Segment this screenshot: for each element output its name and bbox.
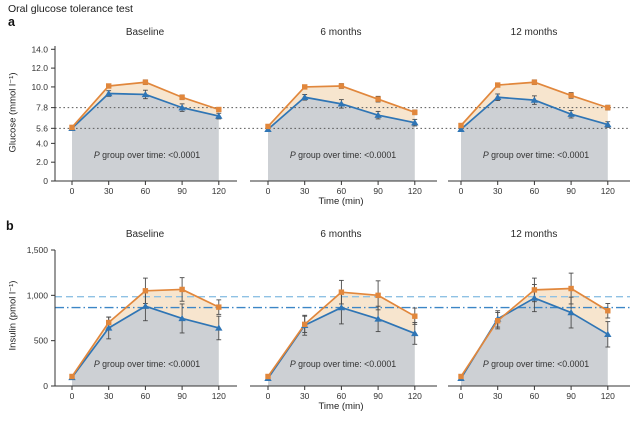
glucose-panel-title-12-months: 12 months <box>510 27 558 38</box>
svg-text:12.0: 12.0 <box>31 63 48 73</box>
p-value-annotation: P group over time: <0.0001 <box>93 150 201 160</box>
svg-text:60: 60 <box>141 391 151 401</box>
svg-text:1,000: 1,000 <box>27 290 49 300</box>
glucose-y-axis-label: Glucose (mmol l⁻¹) <box>7 72 19 153</box>
svg-text:120: 120 <box>408 391 422 401</box>
svg-text:10.0: 10.0 <box>31 82 48 92</box>
svg-text:1,500: 1,500 <box>27 245 49 255</box>
panel-b-label: b <box>6 219 14 233</box>
svg-text:90: 90 <box>566 186 576 196</box>
p-value-annotation: P group over time: <0.0001 <box>289 359 397 369</box>
figure-title: Oral glucose tolerance test <box>8 3 133 15</box>
svg-text:30: 30 <box>104 391 114 401</box>
svg-text:14.0: 14.0 <box>31 44 48 54</box>
svg-text:500: 500 <box>34 336 48 346</box>
p-value-annotation: P group over time: <0.0001 <box>482 359 590 369</box>
svg-text:0: 0 <box>70 391 75 401</box>
svg-text:120: 120 <box>212 391 226 401</box>
svg-text:90: 90 <box>177 186 187 196</box>
svg-text:60: 60 <box>337 391 347 401</box>
svg-text:120: 120 <box>601 391 615 401</box>
svg-text:0: 0 <box>266 391 271 401</box>
svg-text:90: 90 <box>373 391 383 401</box>
insulin-panel-title-6-months: 6 months <box>320 229 362 240</box>
svg-text:30: 30 <box>300 186 310 196</box>
svg-text:4.0: 4.0 <box>36 138 48 148</box>
svg-text:5.6: 5.6 <box>36 123 48 133</box>
svg-text:120: 120 <box>212 186 226 196</box>
svg-text:0: 0 <box>70 186 75 196</box>
svg-text:30: 30 <box>300 391 310 401</box>
svg-text:0: 0 <box>266 186 271 196</box>
p-value-annotation: P group over time: <0.0001 <box>93 359 201 369</box>
svg-text:0: 0 <box>43 176 48 186</box>
svg-text:90: 90 <box>177 391 187 401</box>
svg-text:7.8: 7.8 <box>36 103 48 113</box>
insulin-panel-title-baseline: Baseline <box>125 229 165 240</box>
svg-text:30: 30 <box>493 391 503 401</box>
time-axis-label-insulin: Time (min) <box>318 401 364 412</box>
p-value-annotation: P group over time: <0.0001 <box>289 150 397 160</box>
svg-text:90: 90 <box>373 186 383 196</box>
svg-text:0: 0 <box>459 186 464 196</box>
svg-text:0: 0 <box>459 391 464 401</box>
svg-text:120: 120 <box>408 186 422 196</box>
svg-text:90: 90 <box>566 391 576 401</box>
svg-text:60: 60 <box>337 186 347 196</box>
svg-text:120: 120 <box>601 186 615 196</box>
insulin-y-axis-label: Insulin (pmol l⁻¹) <box>7 280 19 351</box>
svg-text:60: 60 <box>530 186 540 196</box>
time-axis-label-glucose: Time (min) <box>318 196 364 207</box>
svg-text:2.0: 2.0 <box>36 157 48 167</box>
p-value-annotation: P group over time: <0.0001 <box>482 150 590 160</box>
svg-text:60: 60 <box>530 391 540 401</box>
glucose-panel-title-baseline: Baseline <box>125 27 165 38</box>
svg-text:30: 30 <box>104 186 114 196</box>
panel-a-label: a <box>8 15 15 29</box>
svg-text:60: 60 <box>141 186 151 196</box>
insulin-panel-title-12-months: 12 months <box>510 229 558 240</box>
glucose-panel-title-6-months: 6 months <box>320 27 362 38</box>
svg-text:0: 0 <box>43 381 48 391</box>
svg-text:30: 30 <box>493 186 503 196</box>
